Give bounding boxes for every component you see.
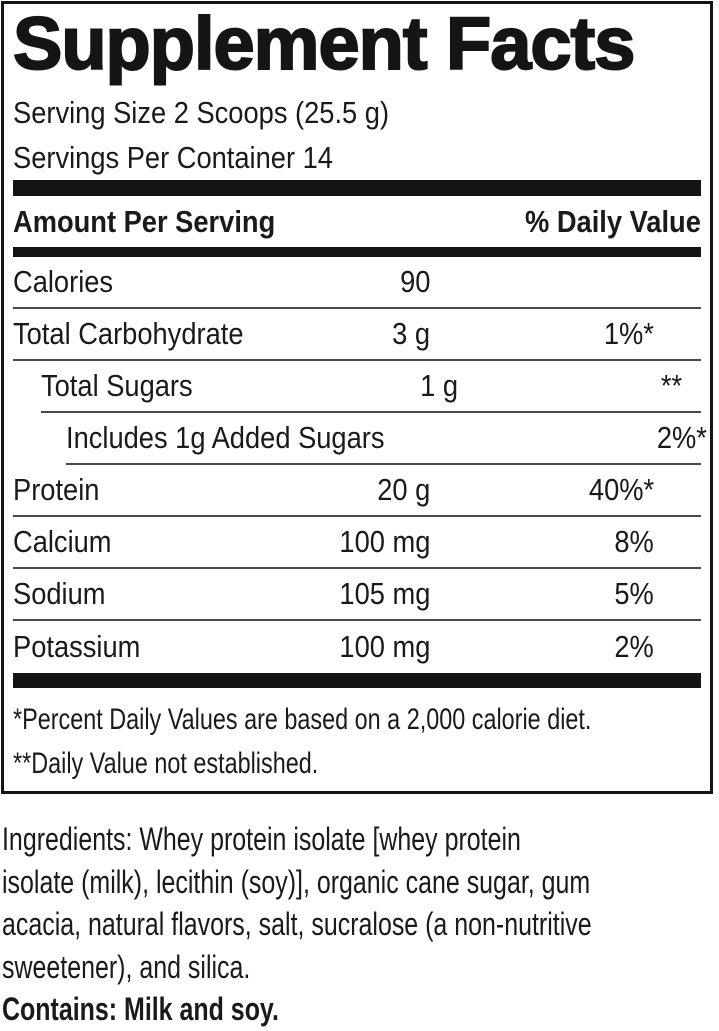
nutrient-daily-value: 2%* <box>656 420 707 455</box>
nutrient-amount: 90 <box>399 264 430 299</box>
nutrient-row: Total Sugars 1 g ** <box>41 361 701 413</box>
nutrient-row: Sodium 105 mg 5% <box>13 569 701 621</box>
nutrient-name: Calcium <box>13 524 112 559</box>
nutrient-amount: 105 mg <box>339 576 430 611</box>
footnote-daily-values: *Percent Daily Values are based on a 2,0… <box>13 703 592 736</box>
nutrient-daily-value: 2% <box>614 629 654 664</box>
nutrient-amount: 100 mg <box>339 629 430 664</box>
supplement-facts-panel: Supplement Facts Serving Size 2 Scoops (… <box>1 1 713 794</box>
nutrient-name: Sodium <box>13 576 106 611</box>
nutrient-row: Total Carbohydrate 3 g 1%* <box>13 309 701 361</box>
column-header-row: Amount Per Serving % Daily Value <box>13 196 701 247</box>
nutrient-name: Protein <box>13 472 100 507</box>
ingredients-line: acacia, natural flavors, salt, sucralose… <box>2 906 592 942</box>
ingredients-paragraph: Ingredients: Whey protein isolate [whey … <box>2 818 718 1031</box>
nutrient-amount: 3 g <box>392 316 430 351</box>
amount-per-serving-header: Amount Per Serving <box>13 203 276 239</box>
nutrient-name: Total Carbohydrate <box>13 316 244 351</box>
panel-title: Supplement Facts <box>12 2 636 85</box>
serving-size: Serving Size 2 Scoops (25.5 g) <box>13 95 390 130</box>
nutrient-amount: 20 g <box>376 472 430 507</box>
nutrient-row: Calories 90 <box>13 257 701 309</box>
ingredients-line: sweetener), and silica. <box>2 948 251 985</box>
nutrient-daily-value: 8% <box>614 524 654 559</box>
daily-value-header: % Daily Value <box>525 203 701 239</box>
servings-per-container: Servings Per Container 14 <box>13 140 333 175</box>
contains-statement: Contains: Milk and soy. <box>2 991 279 1027</box>
nutrient-name: Total Sugars <box>41 368 193 403</box>
nutrient-daily-value: ** <box>660 368 682 403</box>
footnotes: *Percent Daily Values are based on a 2,0… <box>13 698 701 786</box>
thick-divider-bottom <box>13 673 701 688</box>
medium-divider <box>13 247 701 257</box>
nutrient-amount: 1 g <box>420 368 458 403</box>
nutrient-amount: 100 mg <box>339 524 430 559</box>
nutrient-row: Potassium 100 mg 2% <box>13 621 701 673</box>
nutrient-row: Protein 20 g 40%* <box>13 465 701 517</box>
nutrient-row: Includes 1g Added Sugars 2%* <box>66 413 707 465</box>
nutrient-daily-value: 1%* <box>603 316 654 351</box>
ingredients-line: isolate (milk), lecithin (soy)], organic… <box>2 863 591 900</box>
nutrient-name: Calories <box>13 264 114 299</box>
ingredients-line: Ingredients: Whey protein isolate [whey … <box>2 821 521 857</box>
nutrient-name: Potassium <box>13 629 141 664</box>
nutrient-name: Includes 1g Added Sugars <box>66 420 385 455</box>
nutrient-table: Calories 90 Total Carbohydrate 3 g 1%* T… <box>13 257 707 673</box>
nutrient-daily-value: 40%* <box>588 472 654 507</box>
thick-divider-top <box>13 180 701 196</box>
nutrient-daily-value: 5% <box>614 576 654 611</box>
serving-info: Serving Size 2 Scoops (25.5 g) Servings … <box>13 90 701 180</box>
nutrient-row: Calcium 100 mg 8% <box>13 517 701 569</box>
footnote-not-established: **Daily Value not established. <box>13 747 319 780</box>
